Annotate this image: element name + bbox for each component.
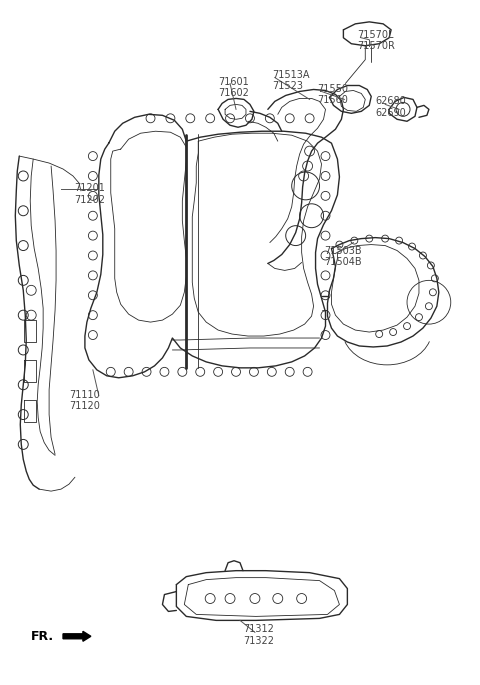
Text: 71550
71560: 71550 71560: [318, 84, 348, 105]
Text: FR.: FR.: [31, 630, 54, 643]
Text: 71513A
71523: 71513A 71523: [272, 70, 309, 91]
Text: 62680
62690: 62680 62690: [375, 97, 406, 118]
Text: 71312
71322: 71312 71322: [243, 624, 274, 646]
Text: 71570L
71570R: 71570L 71570R: [357, 30, 395, 51]
FancyArrow shape: [63, 632, 91, 641]
Text: 71201
71202: 71201 71202: [74, 183, 105, 205]
Text: 71110
71120: 71110 71120: [69, 390, 100, 411]
Text: 71503B
71504B: 71503B 71504B: [324, 245, 362, 267]
Text: 71601
71602: 71601 71602: [218, 77, 249, 98]
